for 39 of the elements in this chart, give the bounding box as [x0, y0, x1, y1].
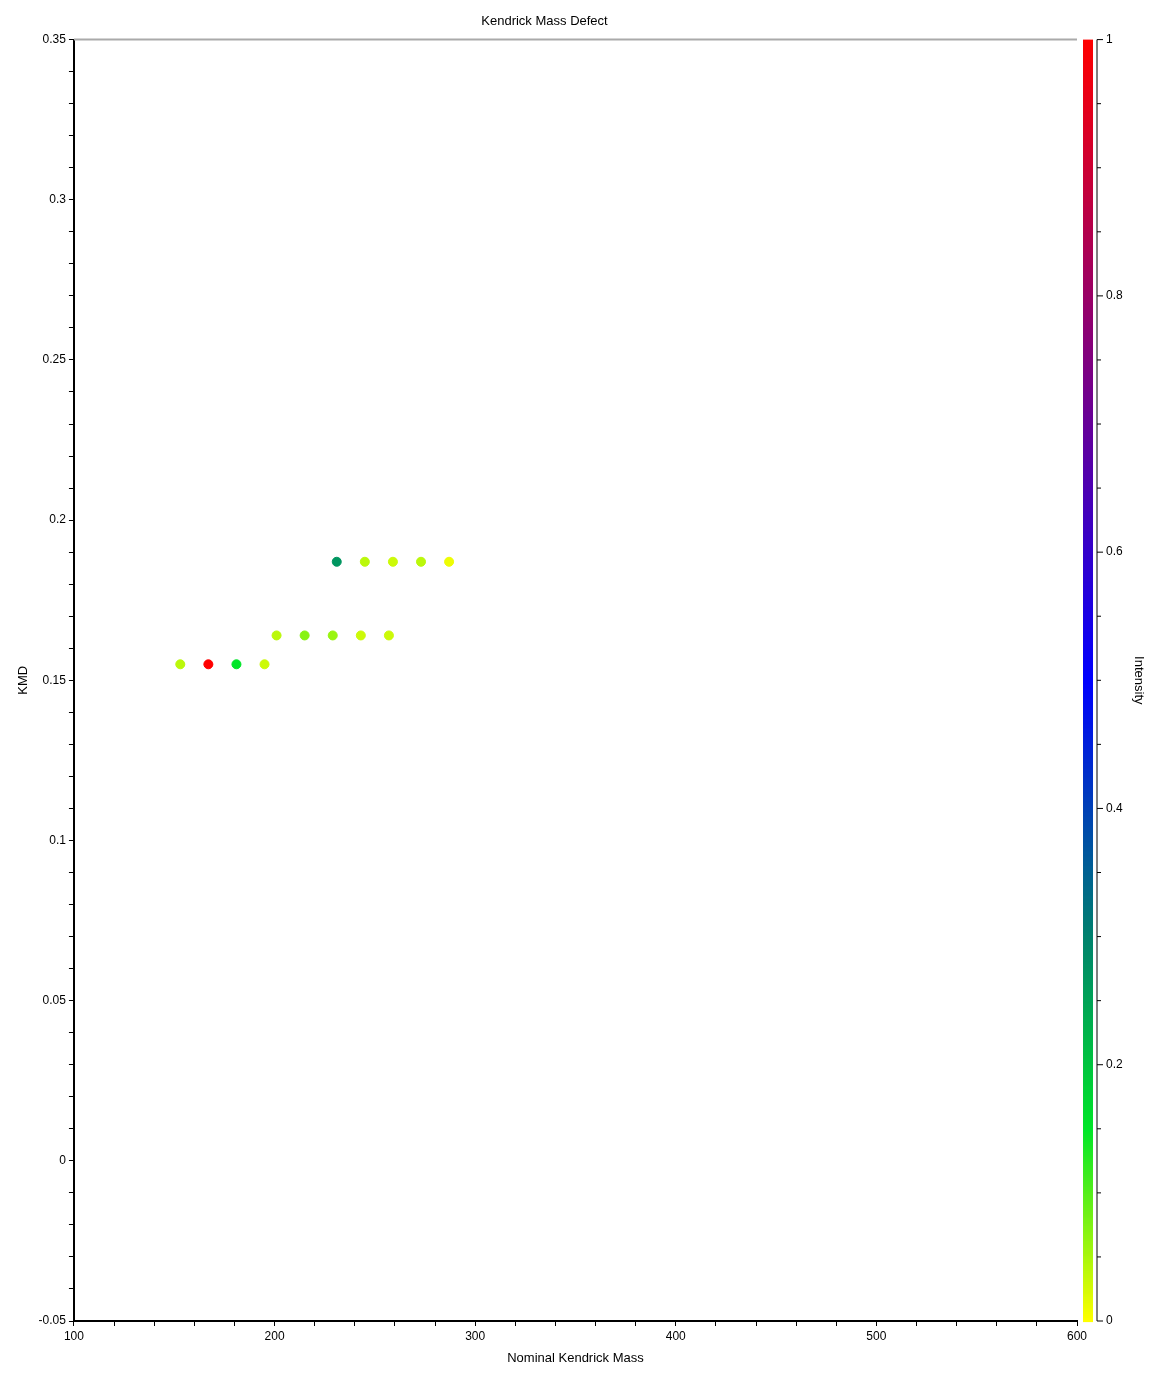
y-tick-label: 0.1: [49, 832, 67, 847]
y-tick-label: -0.05: [38, 1313, 67, 1328]
chart-title: Kendrick Mass Defect: [481, 13, 609, 29]
point: [231, 659, 242, 670]
y-tick-label: 0.15: [42, 672, 67, 687]
color-bar-label: 0.2: [1106, 1057, 1124, 1072]
color-bar-label: 0.4: [1106, 800, 1124, 815]
x-tick-label: 400: [665, 1328, 687, 1343]
point: [387, 556, 398, 567]
y-axis-title: KMD: [15, 665, 31, 695]
y-tick-label: 0.05: [42, 992, 67, 1007]
point: [444, 556, 455, 567]
point: [299, 630, 310, 641]
point: [383, 630, 394, 641]
color-bar-label: 0: [1106, 1313, 1113, 1328]
color-bar-label: 0.6: [1106, 544, 1124, 559]
color-bar-label: 1: [1106, 31, 1113, 46]
x-tick-label: 600: [1066, 1328, 1088, 1343]
y-tick-label: 0.35: [42, 31, 67, 46]
point: [331, 556, 342, 567]
color-bar-title: Intensity: [1132, 656, 1148, 705]
point: [203, 659, 214, 670]
point: [355, 630, 366, 641]
y-tick-label: 0.25: [42, 352, 67, 367]
y-tick-label: 0.3: [49, 192, 67, 207]
x-tick-label: 200: [264, 1328, 285, 1343]
y-tick-label: 0.2: [49, 512, 67, 527]
point: [416, 556, 427, 567]
point: [259, 659, 270, 670]
point: [271, 630, 282, 641]
color-bar-label: 0.8: [1106, 288, 1124, 303]
x-tick-label: 100: [63, 1328, 85, 1343]
x-tick-label: 300: [465, 1328, 486, 1343]
x-tick-label: 500: [866, 1328, 887, 1343]
x-axis-title: Nominal Kendrick Mass: [507, 1349, 645, 1365]
point: [359, 556, 370, 567]
point: [327, 630, 338, 641]
point: [175, 659, 186, 670]
y-tick-label: 0: [59, 1153, 67, 1168]
